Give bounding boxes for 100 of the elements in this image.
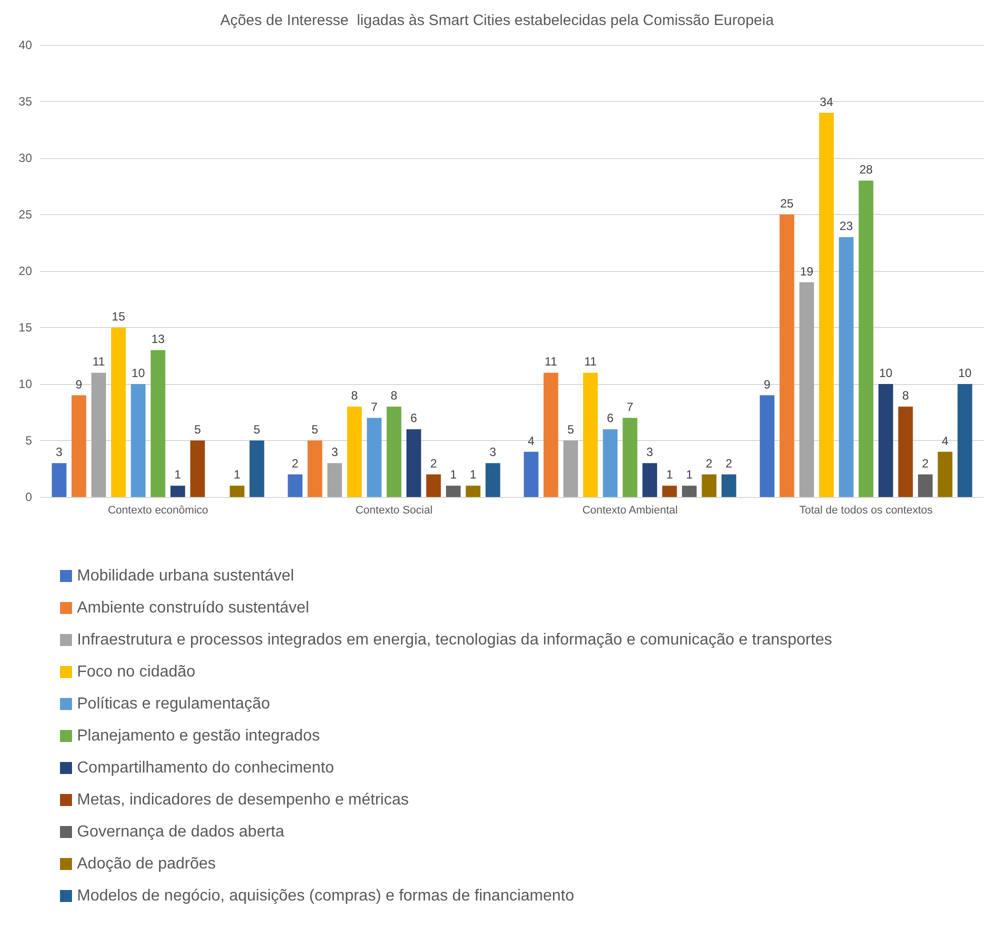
- bar: [386, 406, 402, 497]
- chart-title: Ações de Interesse ligadas às Smart Cities estabelecidas pela Comissão Europeia: [220, 12, 774, 29]
- bar: [858, 180, 874, 497]
- y-tick-label: 40: [18, 38, 32, 52]
- x-tick-label: Contexto econômico: [108, 504, 208, 516]
- data-label: 6: [410, 411, 418, 426]
- data-label: 25: [780, 196, 794, 210]
- legend-label: Mobilidade urbana sustentável: [77, 568, 294, 584]
- data-label: 2: [706, 456, 713, 470]
- y-tick-label: 20: [18, 264, 32, 278]
- data-label: 5: [194, 422, 202, 436]
- bar: [170, 486, 186, 497]
- data-label: 3: [331, 445, 338, 460]
- legend-label: Infraestrutura e processos integrados em energia, tecnologias da informação e comunicação e transportes: [77, 632, 832, 648]
- y-tick-label: 35: [18, 94, 32, 108]
- data-label: 3: [490, 445, 497, 460]
- data-label: 28: [859, 162, 873, 177]
- bar: [583, 372, 598, 497]
- y-tick-label: 30: [18, 151, 32, 165]
- data-label: 11: [92, 354, 106, 369]
- legend-label: Políticas e regulamentação: [77, 696, 270, 712]
- bar: [780, 214, 794, 497]
- data-label: 6: [606, 411, 614, 426]
- bar: [544, 372, 558, 497]
- bar: [799, 282, 814, 497]
- bar: [918, 474, 933, 497]
- data-label: 1: [686, 468, 693, 482]
- y-tick-label: 0: [25, 490, 32, 504]
- bar: [760, 395, 774, 497]
- data-label: 9: [764, 377, 771, 392]
- data-label: 8: [390, 388, 398, 403]
- data-label: 8: [902, 388, 910, 403]
- bar: [426, 474, 441, 497]
- data-label: 1: [234, 468, 241, 482]
- x-tick-label: Contexto Ambiental: [582, 504, 678, 516]
- data-label: 1: [174, 468, 182, 482]
- data-label: 3: [646, 445, 654, 460]
- legend-label: Governança de dados aberta: [77, 824, 284, 840]
- legend-label: Modelos de negócio, aquisições (compras) e formas de financiamento: [77, 888, 574, 904]
- data-label: 23: [840, 219, 854, 234]
- data-label: 4: [528, 434, 535, 448]
- data-label: 10: [879, 366, 893, 380]
- data-label: 7: [626, 400, 634, 414]
- data-label: 5: [567, 422, 574, 436]
- bar: [308, 440, 322, 497]
- bar: [406, 429, 422, 497]
- bar: [838, 237, 854, 497]
- bar: [662, 486, 677, 497]
- data-label: 1: [470, 468, 477, 482]
- data-label: 1: [666, 468, 674, 482]
- bar: [938, 452, 952, 497]
- bar: [682, 486, 697, 497]
- bar: [702, 474, 716, 497]
- data-label: 34: [820, 94, 834, 109]
- y-tick-label: 25: [18, 208, 32, 222]
- data-label: 5: [254, 422, 261, 436]
- data-label: 8: [351, 388, 358, 403]
- data-label: 10: [958, 366, 972, 380]
- data-label: 2: [726, 456, 733, 470]
- bar: [150, 350, 166, 497]
- data-label: 5: [312, 422, 319, 436]
- bar: [52, 463, 66, 497]
- bar: [602, 429, 618, 497]
- bar: [958, 384, 972, 497]
- bar: [898, 406, 913, 497]
- bar: [722, 474, 736, 497]
- bar: [288, 474, 302, 497]
- bar: [878, 384, 894, 497]
- bar: [91, 372, 106, 497]
- data-label: 4: [942, 434, 949, 448]
- data-label: 15: [112, 310, 126, 324]
- bar: [642, 463, 658, 497]
- bar: [366, 418, 382, 497]
- legend-label: Metas, indicadores de desempenho e métricas: [77, 792, 409, 808]
- bar: [819, 112, 834, 497]
- bar: [563, 440, 578, 497]
- legend-label: Compartilhamento do conhecimento: [77, 760, 334, 776]
- legend-label: Foco no cidadão: [77, 664, 196, 680]
- y-tick-label: 5: [25, 434, 32, 448]
- data-label: 2: [292, 456, 299, 470]
- data-label: 10: [132, 366, 146, 380]
- data-label: 9: [76, 377, 83, 392]
- data-label: 11: [584, 354, 597, 369]
- bar: [446, 486, 461, 497]
- bar: [622, 418, 638, 497]
- bar: [466, 486, 480, 497]
- y-tick-label: 15: [18, 320, 32, 334]
- bar: [72, 395, 86, 497]
- bar: [130, 384, 146, 497]
- bar: [347, 406, 362, 497]
- legend-label: Adoção de padrões: [77, 856, 216, 872]
- bar: [524, 452, 538, 497]
- data-label: 13: [151, 332, 165, 346]
- x-tick-label: Total de todos os contextos: [799, 504, 934, 516]
- y-tick-label: 10: [18, 377, 32, 391]
- bar: [190, 440, 205, 497]
- data-label: 3: [56, 445, 63, 460]
- data-label: 7: [370, 400, 378, 414]
- data-label: 2: [430, 456, 438, 470]
- legend-label: Ambiente construído sustentável: [77, 600, 310, 616]
